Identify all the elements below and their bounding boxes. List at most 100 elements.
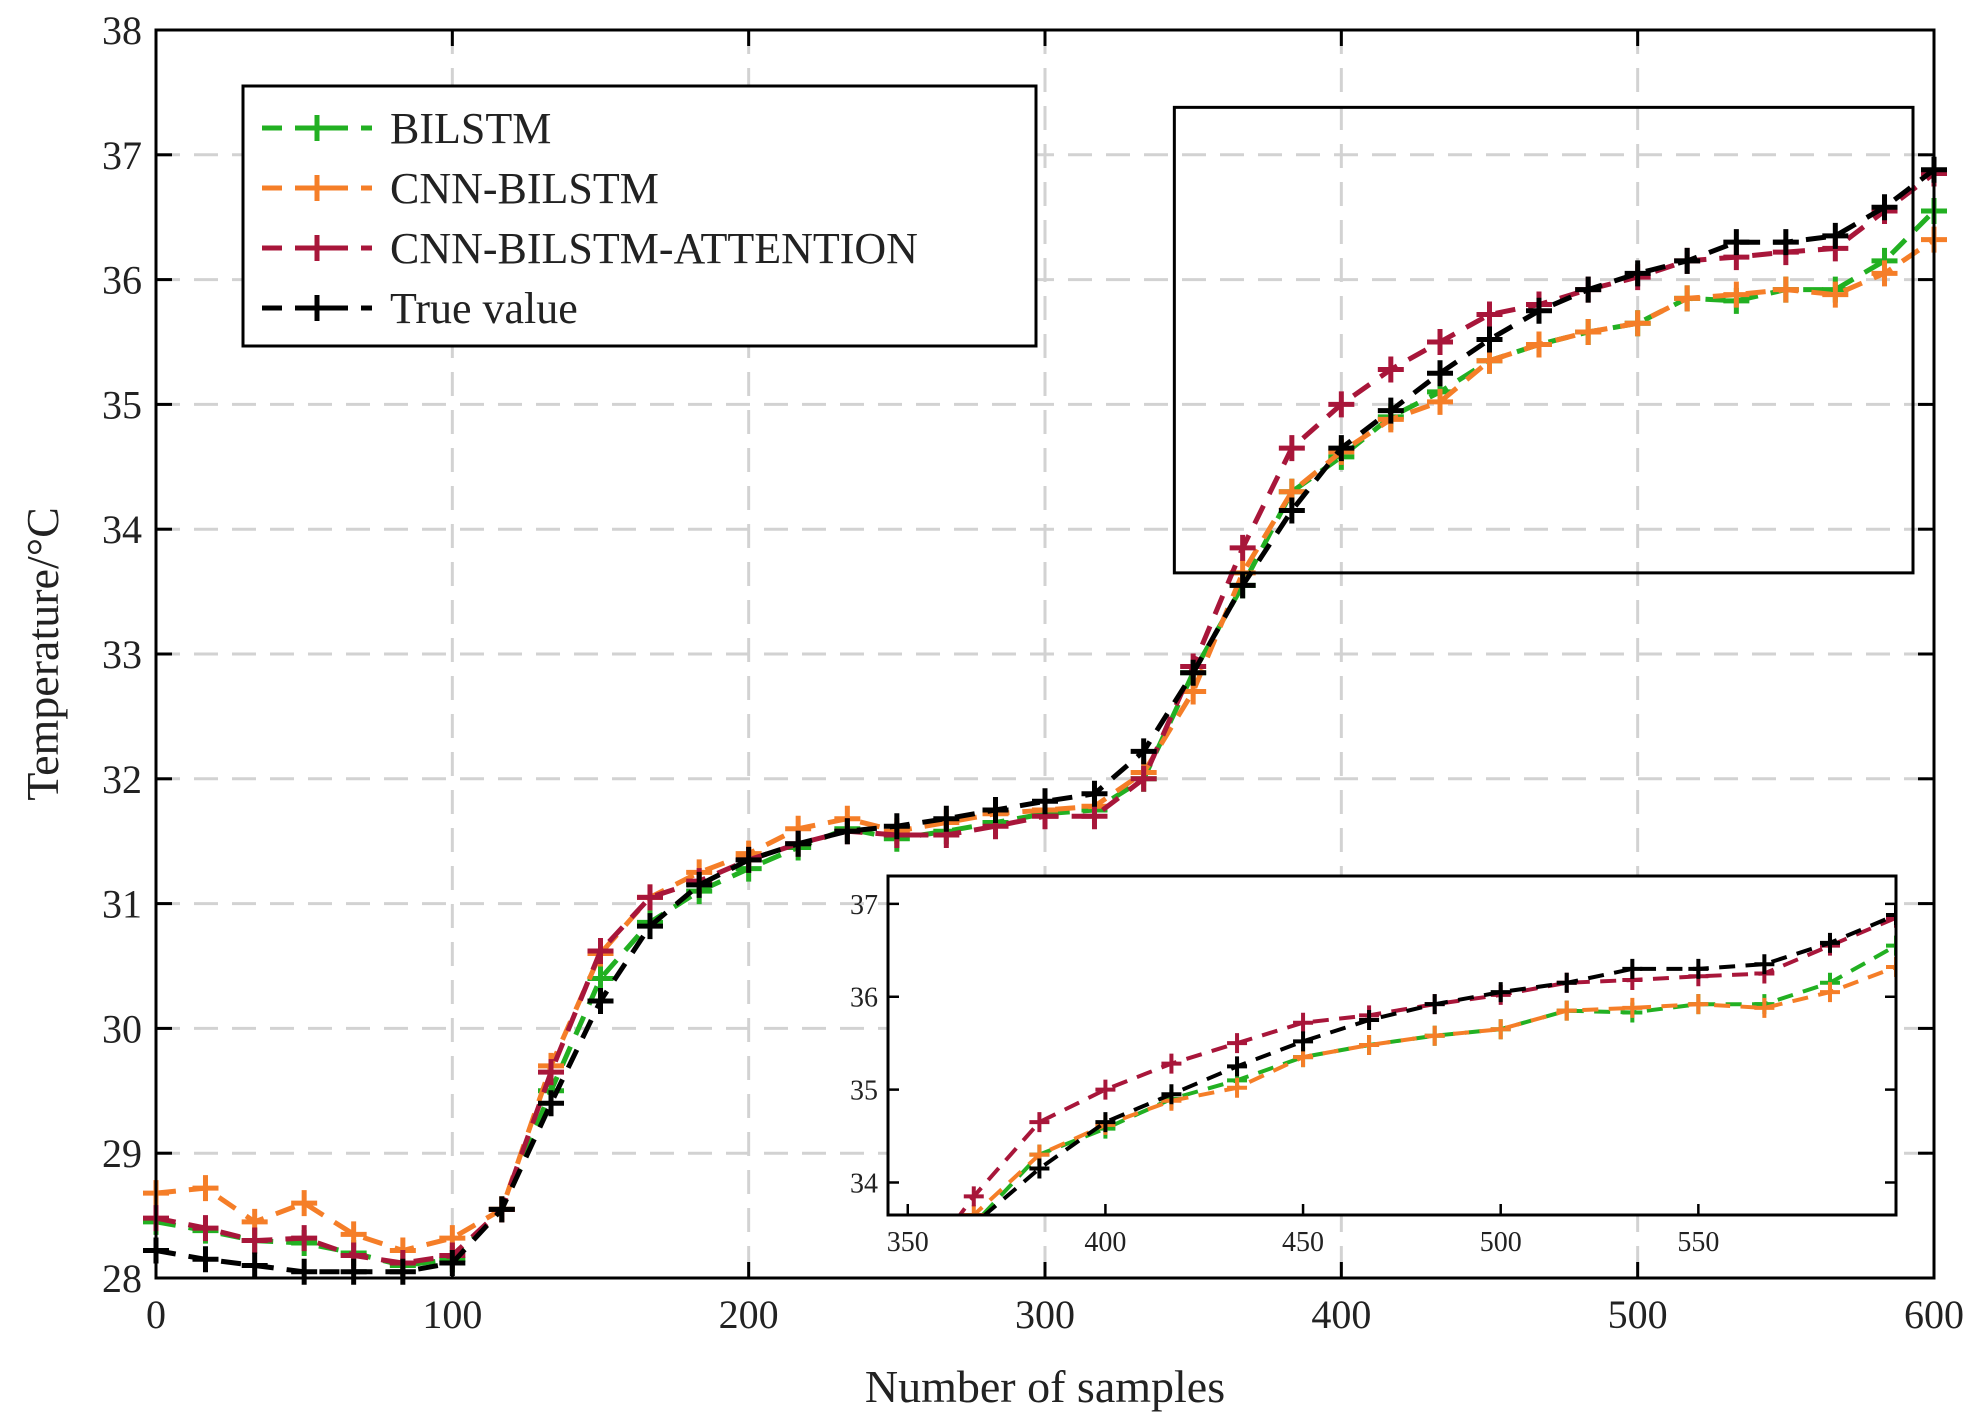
x-tick-label: 600	[1904, 1292, 1964, 1337]
series-true-value-marker	[1525, 297, 1552, 324]
series-cnn-bilstm-attention-marker	[1130, 765, 1157, 792]
y-tick-label: 35	[102, 382, 142, 427]
inset-series-true-value	[898, 905, 1896, 1299]
series-true-value-marker	[538, 1090, 565, 1117]
inset-series-bilstm-marker	[971, 1214, 976, 1215]
inset-x-tick-label: 350	[887, 1227, 929, 1258]
x-tick-label: 0	[146, 1292, 166, 1337]
series-cnn-bilstm-attention-marker	[636, 884, 663, 911]
inset-series-true-value-marker	[1424, 994, 1445, 1015]
inset-series-bilstm-marker	[898, 1279, 918, 1299]
series-true-value-marker	[1772, 229, 1799, 256]
y-tick-label: 37	[102, 133, 142, 178]
inset-series-cnn-bilstm-attention-marker	[1293, 1012, 1314, 1033]
series-true-value-marker	[340, 1258, 367, 1285]
inset-series-true-value-marker	[1688, 958, 1709, 979]
inset-series-cnn-bilstm-marker	[1556, 1000, 1577, 1021]
series-true-value-marker	[686, 871, 713, 898]
y-tick-label: 36	[102, 258, 142, 303]
inset-series-cnn-bilstm-marker	[1819, 982, 1840, 1003]
inset-series-cnn-bilstm-line	[971, 965, 1896, 1215]
series-true-value-marker	[1624, 260, 1651, 287]
inset-frame	[886, 874, 1898, 1217]
inset-series-cnn-bilstm-attention-marker	[1029, 1112, 1050, 1133]
zoom-region-box	[1172, 105, 1915, 575]
inset-series-true-value-marker	[1754, 954, 1775, 975]
series-cnn-bilstm-attention-marker	[1377, 356, 1404, 383]
series-cnn-bilstm-attention-marker	[1427, 329, 1454, 355]
y-tick-label: 28	[102, 1256, 142, 1301]
inset-series-true-value-marker	[1227, 1056, 1248, 1077]
legend-marker	[304, 115, 330, 141]
inset-series-cnn-bilstm-attention-marker	[963, 1186, 984, 1207]
inset-series-true-value-marker	[971, 1214, 976, 1215]
legend: BILSTM CNN-BILSTM CNN-BILSTM-ATTENTION True…	[241, 84, 1038, 348]
inset-series-true-value-marker	[1886, 905, 1896, 926]
inset-series-cnn-bilstm-attention-marker	[1161, 1053, 1182, 1074]
series-true-value-marker	[1328, 435, 1355, 462]
y-tick-label: 33	[102, 632, 142, 677]
inset-x-tick-label: 550	[1677, 1227, 1719, 1258]
series-true-value-marker	[1723, 229, 1750, 256]
x-tick-label: 400	[1311, 1292, 1371, 1337]
inset-x-tick-label: 500	[1480, 1227, 1522, 1258]
inset-series-cnn-bilstm-marker	[963, 1205, 984, 1215]
series-cnn-bilstm-marker	[192, 1175, 219, 1202]
y-tick-label: 38	[102, 8, 142, 53]
series-true-value-marker	[1229, 572, 1256, 599]
legend-box	[241, 84, 1038, 348]
legend-marker	[304, 295, 330, 321]
series-cnn-bilstm-attention-marker	[291, 1225, 318, 1252]
inset-chart: 350 400 450 500 550 34 35 36 37	[850, 874, 1898, 1313]
series-true-value-marker	[636, 913, 663, 940]
inset-y-tick-label: 37	[850, 890, 878, 921]
legend-item-true-value: True value	[262, 284, 578, 333]
series-true-value-marker	[1180, 659, 1207, 686]
inset-y-tick-label: 36	[850, 983, 878, 1014]
inset-series-cnn-bilstm-marker	[898, 1293, 918, 1313]
legend-label: CNN-BILSTM	[390, 164, 659, 213]
series-cnn-bilstm-attention-marker	[1328, 391, 1355, 418]
y-tick-label: 31	[102, 882, 142, 927]
inset-series-true-value-marker	[898, 1279, 918, 1299]
legend-item-cnn-bilstm: CNN-BILSTM	[262, 164, 659, 213]
series-cnn-bilstm-attention-marker	[1229, 534, 1256, 561]
inset-series-true-value-marker	[1095, 1112, 1116, 1133]
inset-x-tick-label: 400	[1084, 1227, 1126, 1258]
x-tick-label: 300	[1015, 1292, 1075, 1337]
series-true-value-marker	[1427, 360, 1454, 387]
inset-y-tick-label: 35	[850, 1076, 878, 1107]
series-true-value-marker	[241, 1252, 268, 1279]
series-cnn-bilstm-marker	[1427, 388, 1454, 415]
series-true-value-marker	[933, 805, 960, 832]
series-true-value-marker	[1674, 247, 1701, 274]
inset-y-tick-label: 34	[850, 1168, 878, 1199]
inset-series-true-value-marker	[1556, 972, 1577, 993]
x-tick-label: 200	[719, 1292, 779, 1337]
legend-item-cnn-bilstm-attention: CNN-BILSTM-ATTENTION	[262, 224, 918, 273]
legend-label: True value	[390, 284, 578, 333]
series-true-value-marker	[192, 1246, 219, 1273]
series-cnn-bilstm-attention-marker	[538, 1059, 565, 1086]
inset-series-cnn-bilstm-marker	[1622, 997, 1643, 1018]
series-true-value-marker	[1377, 397, 1404, 424]
series-true-value-marker	[1032, 788, 1058, 815]
series-cnn-bilstm-marker	[291, 1190, 318, 1217]
series-true-value-marker	[883, 813, 910, 840]
series-true-value-marker	[785, 830, 812, 857]
inset-x-tick-label: 450	[1282, 1227, 1324, 1258]
inset-series-true-value-line	[981, 913, 1896, 1215]
series-cnn-bilstm-marker	[1674, 285, 1701, 312]
series-cnn-bilstm-attention-marker	[1476, 301, 1503, 328]
series-cnn-bilstm-attention-marker	[1081, 803, 1108, 830]
series-true-value-marker	[1130, 738, 1157, 765]
series-true-value-marker	[1871, 194, 1898, 221]
series-true-value-marker	[587, 987, 614, 1014]
inset-series-true-value-marker	[1161, 1084, 1182, 1105]
inset-series-bilstm-marker	[1886, 935, 1896, 956]
legend-label: CNN-BILSTM-ATTENTION	[390, 224, 918, 273]
inset-series-cnn-bilstm-marker	[1754, 997, 1775, 1018]
series-true-value-marker	[1822, 222, 1849, 249]
x-tick-label: 100	[422, 1292, 482, 1337]
